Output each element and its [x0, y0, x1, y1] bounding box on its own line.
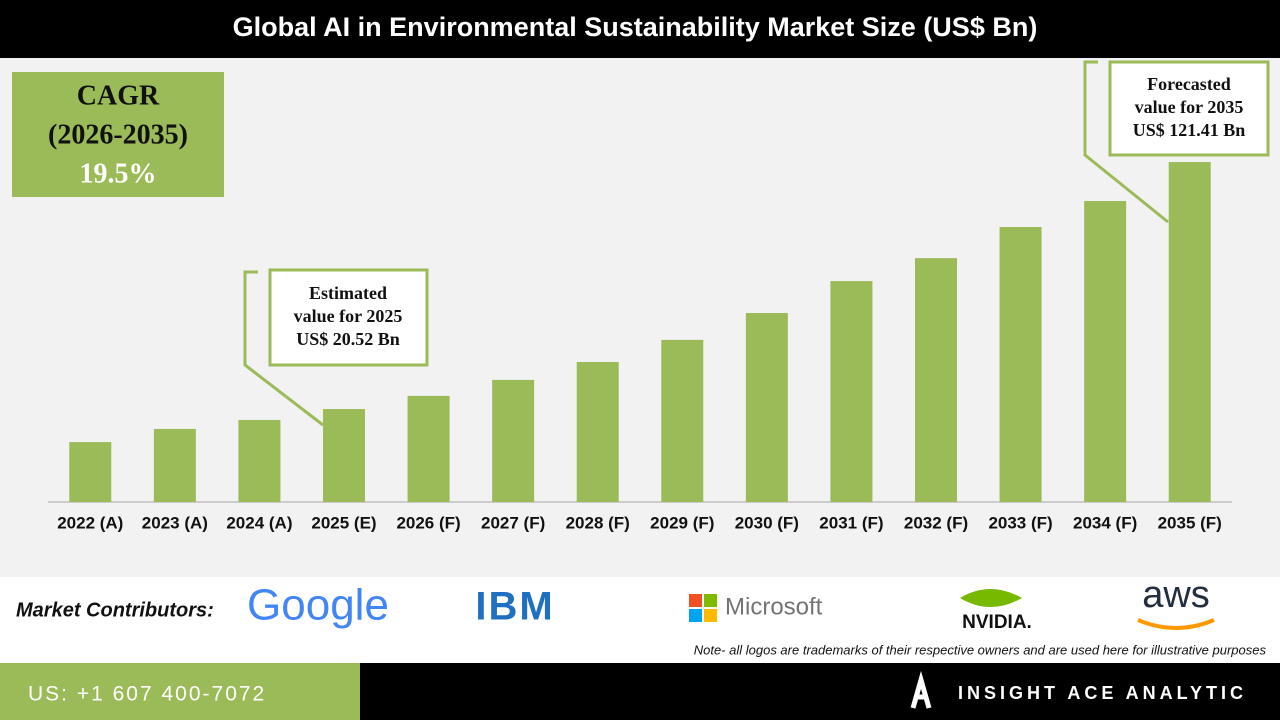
- x-tick-label: 2025 (E): [311, 513, 376, 532]
- x-tick-label: 2031 (F): [819, 513, 883, 532]
- logo: IBM: [475, 585, 554, 629]
- x-tick-label: 2024 (A): [226, 513, 292, 532]
- bar: [492, 379, 535, 502]
- x-tick-label: 2023 (A): [142, 513, 208, 532]
- bar: [238, 419, 281, 502]
- bar: [576, 362, 619, 502]
- x-tick-label: 2033 (F): [988, 513, 1052, 532]
- x-tick-label: 2022 (A): [57, 513, 123, 532]
- x-tick-label: 2034 (F): [1073, 513, 1137, 532]
- bar: [407, 395, 450, 502]
- x-tick-label: 2029 (F): [650, 513, 714, 532]
- nvidia-icon: [960, 589, 1022, 607]
- cagr-period: (2026-2035): [48, 119, 188, 150]
- brand-icon: [910, 670, 932, 709]
- x-tick-label: 2032 (F): [904, 513, 968, 532]
- annotation-text: US$ 20.52 Bn: [296, 329, 400, 349]
- cagr-value: 19.5%: [80, 158, 157, 189]
- logo: NVIDIA.: [962, 612, 1032, 633]
- aws-smile: [1137, 618, 1215, 630]
- bar: [69, 442, 112, 502]
- x-tick-label: 2028 (F): [566, 513, 630, 532]
- logo: Microsoft: [725, 593, 823, 620]
- footer-right: [360, 663, 1280, 720]
- bar: [1168, 162, 1211, 502]
- x-tick-label: 2026 (F): [396, 513, 460, 532]
- footer-left: [0, 663, 360, 720]
- bar: [661, 339, 704, 502]
- cagr-label: CAGR: [77, 80, 160, 111]
- bar: [999, 227, 1042, 503]
- chart-title: Global AI in Environmental Sustainabilit…: [233, 12, 1038, 42]
- bar: [830, 281, 873, 502]
- bar: [1084, 201, 1127, 502]
- annotation-box: [268, 268, 429, 367]
- title-bar: [0, 0, 1280, 58]
- x-tick-label: 2027 (F): [481, 513, 545, 532]
- bar: [745, 313, 788, 502]
- microsoft-icon: [689, 594, 717, 622]
- bar: [323, 409, 365, 502]
- annotation-text: value for 2035: [1135, 97, 1244, 117]
- annotation-text: US$ 121.41 Bn: [1133, 120, 1246, 140]
- logo: Google: [247, 581, 389, 630]
- connector: [243, 270, 324, 427]
- bar: [153, 428, 196, 502]
- connector: [1083, 60, 1169, 224]
- brand: INSIGHT ACE ANALYTIC: [958, 683, 1247, 703]
- contributors-area: [0, 577, 1280, 663]
- annotation-text: Estimated: [309, 283, 387, 303]
- bar: [915, 258, 957, 502]
- x-tick-label: 2035 (F): [1158, 513, 1222, 532]
- cagr-box: [12, 72, 224, 197]
- logo: aws: [1142, 574, 1210, 616]
- contributors-label: Market Contributors:: [16, 599, 214, 621]
- phone: US: +1 607 400-7072: [28, 683, 266, 706]
- annotation-box: [1108, 60, 1270, 157]
- annotation-text: value for 2025: [294, 306, 403, 326]
- x-tick-label: 2030 (F): [735, 513, 799, 532]
- annotation-text: Forecasted: [1147, 74, 1231, 94]
- note: Note- all logos are trademarks of their …: [694, 642, 1267, 657]
